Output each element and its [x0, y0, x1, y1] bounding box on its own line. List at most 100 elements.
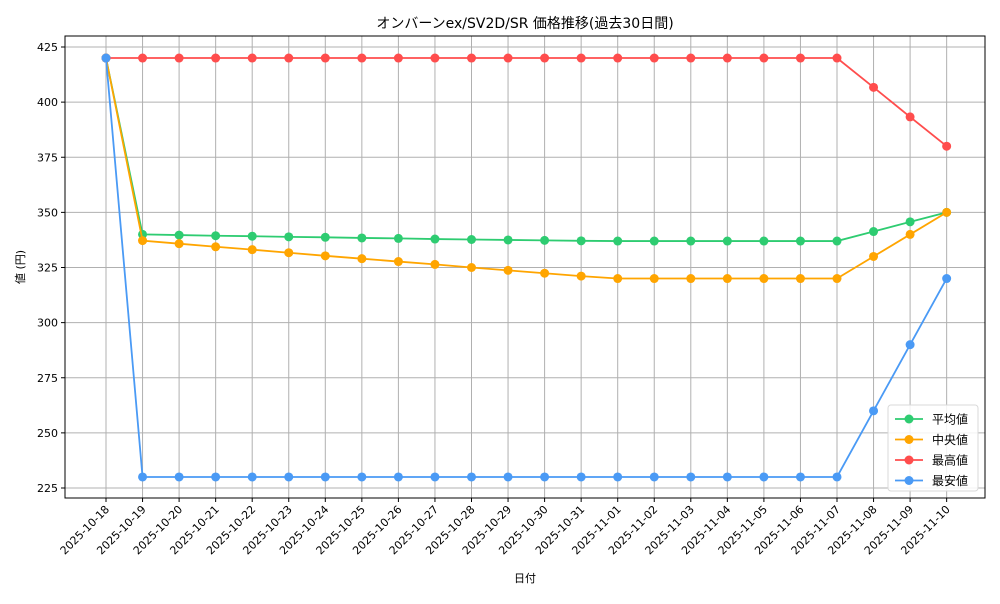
- data-point: [576, 271, 586, 281]
- data-point: [320, 251, 330, 261]
- y-tick-label: 275: [37, 372, 58, 385]
- legend-box: [887, 404, 979, 492]
- legend-marker: [904, 476, 914, 485]
- legend-item: 最高値: [895, 453, 968, 468]
- data-point: [942, 207, 952, 217]
- data-point: [211, 53, 221, 63]
- y-tick-label: 425: [37, 41, 58, 54]
- data-point: [357, 53, 367, 63]
- y-tick-label: 225: [37, 482, 58, 495]
- data-point: [942, 274, 952, 284]
- data-point: [540, 235, 550, 245]
- data-point: [211, 472, 221, 482]
- legend-item: 平均値: [895, 412, 968, 427]
- data-point: [540, 53, 550, 63]
- y-tick-label: 375: [37, 151, 58, 164]
- data-point: [795, 236, 805, 246]
- data-point: [393, 233, 403, 243]
- data-point: [393, 257, 403, 267]
- legend-item: 最安値: [895, 473, 968, 488]
- data-point: [320, 472, 330, 482]
- data-point: [320, 53, 330, 63]
- legend-marker: [904, 455, 914, 465]
- series-0: [101, 53, 952, 246]
- data-point: [905, 340, 915, 350]
- data-point: [905, 217, 915, 227]
- data-point: [284, 472, 294, 482]
- data-point: [686, 274, 696, 284]
- data-point: [722, 236, 732, 246]
- data-point: [759, 236, 769, 246]
- data-point: [393, 472, 403, 482]
- y-tick-label: 325: [37, 262, 58, 275]
- data-point: [503, 472, 513, 482]
- series-line: [106, 57, 948, 147]
- data-point: [320, 232, 330, 242]
- data-point: [576, 472, 586, 482]
- data-point: [869, 82, 879, 92]
- legend-label: 最安値: [932, 473, 968, 488]
- data-point: [722, 472, 732, 482]
- data-point: [138, 472, 148, 482]
- y-tick-label: 300: [37, 317, 58, 330]
- data-point: [138, 236, 148, 246]
- data-point: [467, 472, 476, 482]
- data-point: [576, 236, 586, 246]
- series-3: [101, 53, 952, 482]
- legend-label: 中央値: [932, 432, 968, 447]
- y-tick-label: 350: [37, 206, 58, 219]
- legend-marker: [904, 435, 914, 444]
- data-point: [284, 232, 294, 242]
- data-point: [211, 242, 221, 252]
- data-point: [613, 472, 623, 482]
- data-point: [869, 251, 879, 261]
- y-tick-label: 400: [37, 96, 58, 109]
- plot-frame: [64, 35, 986, 499]
- y-axis-label: 値 (円): [14, 250, 27, 284]
- data-point: [649, 472, 659, 482]
- series-line: [105, 57, 947, 242]
- legend-item: 中央値: [895, 432, 968, 447]
- data-point: [869, 227, 879, 237]
- data-point: [503, 53, 513, 63]
- data-point: [795, 53, 805, 63]
- data-point: [101, 53, 111, 63]
- data-point: [649, 274, 659, 284]
- series-1: [101, 53, 952, 284]
- data-point: [613, 236, 623, 246]
- data-point: [540, 472, 550, 482]
- data-point: [869, 406, 879, 416]
- data-point: [832, 472, 842, 482]
- data-point: [430, 472, 440, 482]
- data-point: [357, 472, 367, 482]
- data-point: [467, 263, 476, 272]
- data-point: [613, 274, 623, 284]
- data-point: [503, 265, 513, 275]
- data-point: [576, 53, 586, 63]
- series-line: [105, 57, 948, 478]
- grid-lines: [65, 36, 985, 498]
- data-point: [174, 230, 184, 240]
- series-layer: [101, 53, 952, 482]
- data-point: [211, 231, 221, 241]
- data-point: [649, 236, 659, 246]
- data-point: [722, 53, 732, 63]
- legend-marker: [904, 414, 914, 424]
- legend-label: 平均値: [932, 412, 968, 427]
- x-axis-label: 日付: [514, 572, 536, 585]
- series-2: [101, 53, 952, 151]
- chart-title: オンバーンex/SV2D/SR 価格推移(過去30日間): [376, 16, 673, 32]
- data-point: [795, 472, 805, 482]
- data-point: [247, 53, 257, 63]
- x-axis-ticks: 2025-10-182025-10-192025-10-202025-10-21…: [58, 498, 953, 557]
- data-point: [905, 229, 915, 239]
- data-point: [832, 53, 842, 63]
- data-point: [430, 259, 440, 269]
- data-point: [467, 234, 476, 244]
- data-point: [393, 53, 403, 63]
- legend-label: 最高値: [932, 453, 968, 468]
- data-point: [138, 53, 148, 63]
- data-point: [686, 472, 696, 482]
